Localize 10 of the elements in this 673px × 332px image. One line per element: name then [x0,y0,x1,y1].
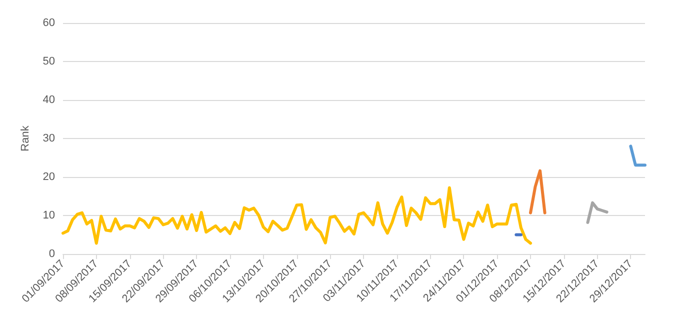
y-axis-title: Rank [20,125,32,152]
y-tick-label: 20 [42,171,55,183]
y-tick-label: 60 [42,17,55,29]
y-tick-label: 50 [42,56,55,68]
line-series [62,186,532,245]
y-tick-label: 0 [48,248,55,260]
y-tick-label: 40 [42,94,55,106]
line-series [586,201,608,224]
y-tick-label: 10 [42,210,55,222]
y-tick-label: 30 [42,132,55,144]
